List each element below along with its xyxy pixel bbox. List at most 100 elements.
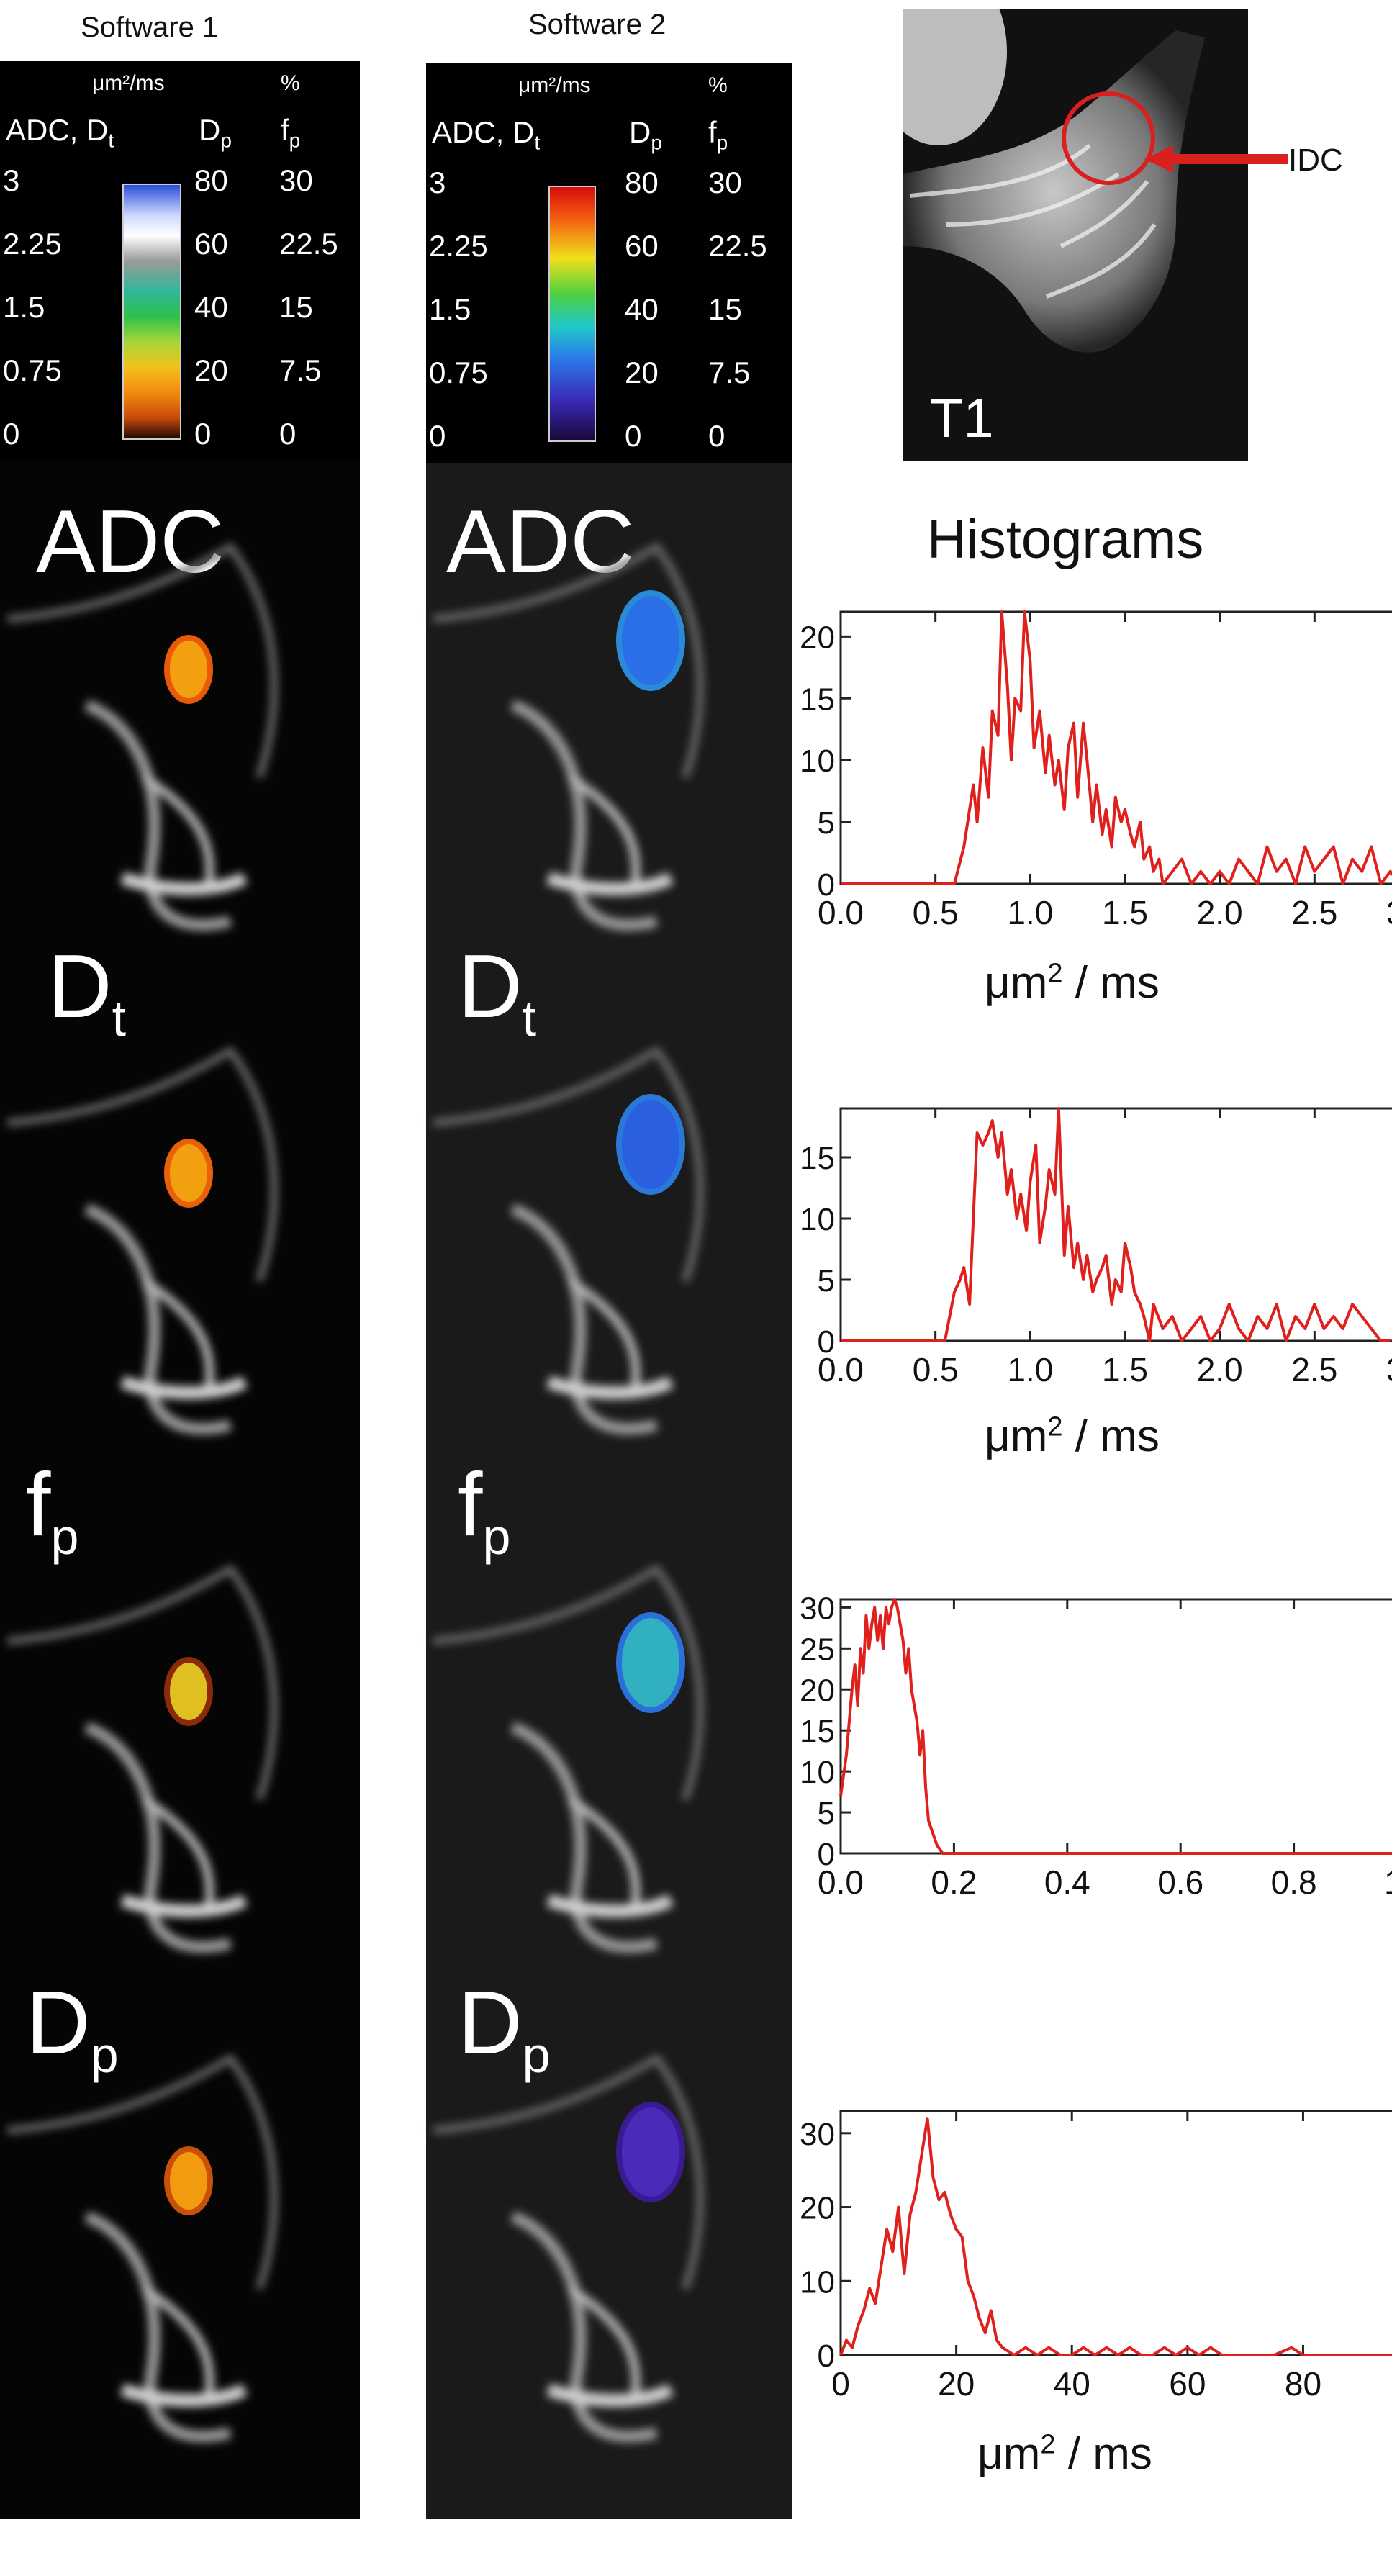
cb2-header-dp: Dp — [629, 115, 662, 154]
lesion-overlay-2-0 — [616, 590, 685, 691]
histogram-fp-series-line — [839, 1598, 1392, 1855]
histogram-fp-ytick-label-6: 30 — [800, 1591, 835, 1626]
histogram-adc-series-line — [841, 610, 1392, 885]
cb1-col3-tick-1: 22.5 — [279, 227, 338, 261]
cb2-col1-tick-1: 2.25 — [429, 229, 488, 263]
histogram-adc-ytick-label-3: 15 — [800, 682, 835, 717]
histogram-panel: 0.0 0.5 1.0 1.5 2.0 2.5 3.0 0 5 10 15 20 0.0 0.5 1.0 1.… — [800, 610, 1392, 2403]
cb1-unit-pct: % — [281, 71, 300, 95]
idc-arrow — [1144, 145, 1288, 173]
cb1-col2-tick-2: 40 — [194, 290, 228, 324]
software2-header: Software 2 — [528, 9, 666, 40]
cb2-col1-tick-0: 3 — [429, 166, 446, 199]
cb2-col2-tick-0: 80 — [625, 166, 659, 199]
lesion-overlay-1-3 — [164, 2146, 213, 2215]
cb1-col2-tick-4: 0 — [194, 417, 212, 451]
histogram-dt-frame — [839, 1107, 1392, 1342]
histogram-adc-xtick-label-6: 3.0 — [1386, 894, 1392, 931]
software2-label-dt: Dt — [458, 937, 537, 1047]
software1-label-dp: Dp — [26, 1974, 119, 2083]
histogram-adc-ytick-label-1: 5 — [818, 805, 835, 841]
cb2-col2-tick-2: 40 — [625, 292, 659, 326]
software2-colorbar-legend: μm²/ms % ADC, Dt Dp fp 3 2.25 1.5 0.75 0 80 60… — [426, 63, 792, 463]
cb2-col1-tick-4: 0 — [429, 419, 446, 453]
cb2-col1-tick-2: 1.5 — [429, 292, 471, 326]
histogram-fp-xtick-label-1: 0.2 — [931, 1863, 977, 1901]
histogram-dp-xtick-label-3: 60 — [1169, 2365, 1206, 2403]
cb2-unit-pct: % — [708, 73, 728, 97]
histograms-title: Histograms — [927, 509, 1204, 570]
histogram-adc-xtick-label-5: 2.5 — [1291, 894, 1337, 931]
histogram-fp-ytick-label-2: 10 — [800, 1755, 835, 1790]
histogram-dp-frame — [839, 2110, 1392, 2356]
t1-label: T1 — [930, 388, 994, 449]
mri-slice-1-1 — [6, 1046, 278, 1435]
histogram-adc-xtick-label-2: 1.0 — [1007, 894, 1053, 931]
histogram-fp-xtick-label-5: 1.0 — [1384, 1863, 1392, 1901]
histogram-dt-series-line — [841, 1107, 1391, 1342]
histogram-fp-xtick-label-4: 0.8 — [1271, 1863, 1317, 1901]
cb2-col3-tick-3: 7.5 — [708, 356, 751, 389]
cb1-unit-um: μm²/ms — [92, 71, 165, 95]
parameter-map-images — [6, 542, 704, 2443]
lesion-overlay-2-1 — [616, 1094, 685, 1195]
lesion-overlay-1-2 — [164, 1657, 213, 1726]
hist-adc-xlabel: μm2 / ms — [985, 958, 1160, 1008]
histogram-dt-ytick-label-3: 15 — [800, 1141, 835, 1176]
histogram-dt-ytick-label-1: 5 — [818, 1263, 835, 1298]
cb2-col3-tick-4: 0 — [708, 419, 726, 453]
cb1-col1-tick-3: 0.75 — [3, 353, 62, 387]
mri-slice-2-1 — [433, 1046, 704, 1435]
software1-colorbar-legend: μm²/ms % ADC, Dt Dp fp 3 2.25 1.5 0.75 0 80 60… — [0, 61, 360, 461]
histogram-dt-xtick-label-4: 2.0 — [1197, 1351, 1243, 1388]
histogram-fp-ytick-label-5: 25 — [800, 1632, 835, 1667]
cb1-col1-tick-4: 0 — [3, 417, 20, 451]
histogram-adc-ytick-label-4: 20 — [800, 620, 835, 655]
histogram-adc-xtick-label-4: 2.0 — [1197, 894, 1243, 931]
histogram-adc-ytick-label-2: 10 — [800, 744, 835, 779]
histogram-dp-ytick-label-0: 0 — [818, 2338, 835, 2374]
histogram-dt-ytick-label-0: 0 — [818, 1324, 835, 1360]
cb1-col2-tick-3: 20 — [194, 353, 228, 387]
histogram-dt-xtick-label-2: 1.0 — [1007, 1351, 1053, 1388]
histogram-adc-ytick-label-0: 0 — [818, 867, 835, 903]
cb1-col2-tick-0: 80 — [194, 163, 228, 197]
cb1-col2-tick-1: 60 — [194, 227, 228, 261]
histogram-dp-xtick-label-2: 40 — [1054, 2365, 1090, 2403]
cb1-col3-tick-0: 30 — [279, 163, 313, 197]
mri-slice-2-3 — [433, 2053, 704, 2443]
cb2-col3-tick-2: 15 — [708, 292, 742, 326]
mri-slice-1-0 — [6, 542, 278, 931]
histogram-dp-xtick-label-4: 80 — [1285, 2365, 1321, 2403]
histogram-adc-xtick-label-0: 0.0 — [818, 894, 864, 931]
histogram-adc-frame — [839, 610, 1392, 885]
histogram-dp-ytick-label-2: 20 — [800, 2191, 835, 2226]
software1-label-fp: fp — [26, 1455, 79, 1565]
histogram-dt-xtick-label-0: 0.0 — [818, 1351, 864, 1388]
hist-dp-xlabel: μm2 / ms — [977, 2429, 1152, 2479]
cb2-col2-tick-1: 60 — [625, 229, 659, 263]
mri-slice-2-0 — [433, 542, 704, 931]
software2-label-fp: fp — [458, 1455, 511, 1565]
histogram-adc-xtick-label-3: 1.5 — [1102, 894, 1148, 931]
histogram-dp-xtick-label-1: 20 — [938, 2365, 975, 2403]
hist-dt-xlabel: μm2 / ms — [985, 1411, 1160, 1461]
histogram-dt-xtick-label-6: 3.0 — [1386, 1351, 1392, 1388]
cb1-col3-tick-3: 7.5 — [279, 353, 322, 387]
mri-slice-2-2 — [433, 1564, 704, 1953]
histogram-dt-xtick-label-5: 2.5 — [1291, 1351, 1337, 1388]
cb1-header-fp: fp — [281, 113, 301, 152]
histogram-dt-xtick-label-1: 0.5 — [913, 1351, 959, 1388]
idc-label: IDC — [1288, 143, 1343, 178]
cb1-header-adc-dt: ADC, Dt — [6, 113, 114, 152]
t1-inset-image — [903, 9, 1248, 461]
software1-label-dt: Dt — [48, 937, 127, 1047]
histogram-fp-xtick-label-3: 0.6 — [1157, 1863, 1203, 1901]
histogram-fp-ytick-label-3: 15 — [800, 1714, 835, 1749]
histogram-fp-ytick-label-4: 20 — [800, 1673, 835, 1708]
histogram-fp-xtick-label-2: 0.4 — [1044, 1863, 1090, 1901]
histogram-fp-frame — [839, 1598, 1392, 1855]
histogram-adc: 0.0 0.5 1.0 1.5 2.0 2.5 3.0 0 5 10 15 20 — [800, 610, 1392, 931]
idc-circle — [1062, 91, 1155, 185]
cb1-col1-tick-2: 1.5 — [3, 290, 45, 324]
